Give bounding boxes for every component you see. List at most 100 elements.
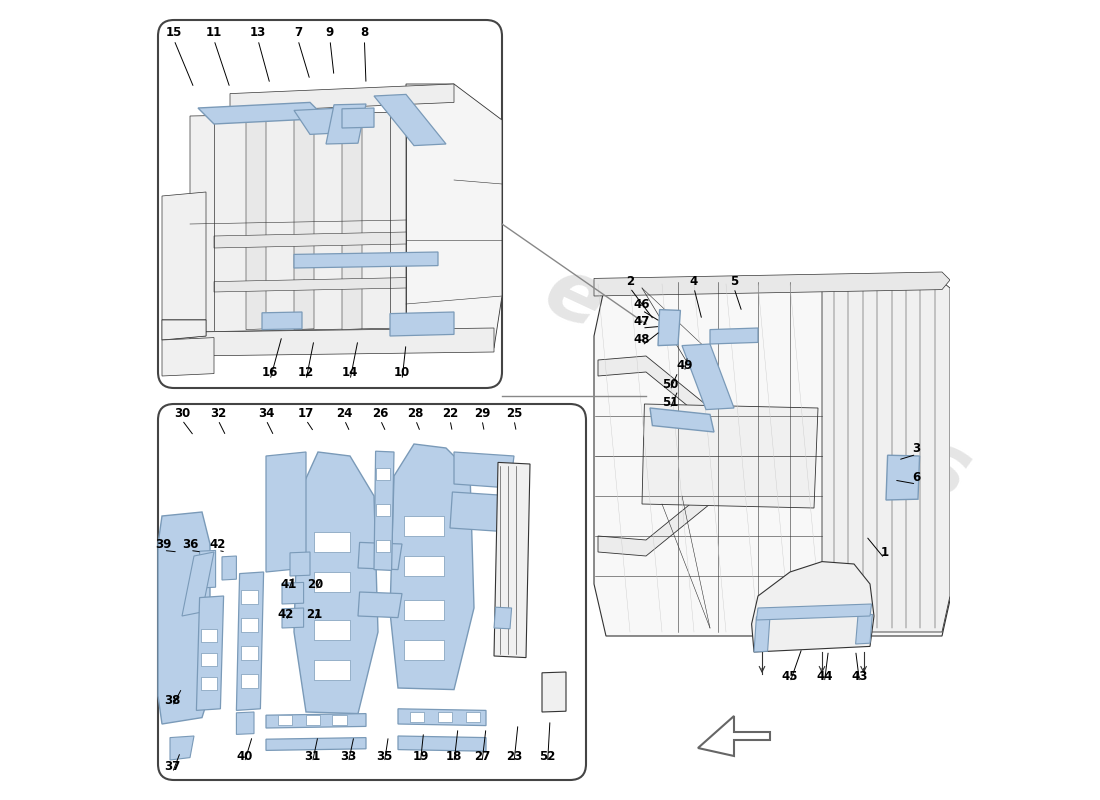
Polygon shape [642, 404, 818, 508]
Polygon shape [594, 280, 950, 636]
Text: 15: 15 [166, 26, 183, 38]
Polygon shape [342, 108, 374, 128]
Polygon shape [236, 572, 264, 710]
Polygon shape [358, 542, 402, 570]
Text: 32: 32 [210, 407, 227, 420]
Polygon shape [294, 108, 358, 134]
Text: 7: 7 [294, 26, 302, 38]
Text: 37: 37 [164, 760, 180, 773]
Text: 52: 52 [539, 750, 556, 762]
Polygon shape [314, 660, 350, 680]
Text: 39: 39 [155, 538, 172, 550]
Text: 50: 50 [662, 378, 679, 390]
Text: 5: 5 [730, 275, 738, 288]
Polygon shape [314, 532, 350, 552]
Text: 13: 13 [250, 26, 266, 38]
FancyBboxPatch shape [158, 20, 502, 388]
Polygon shape [197, 596, 223, 710]
Text: 31: 31 [305, 750, 320, 762]
Polygon shape [278, 715, 293, 725]
Polygon shape [241, 646, 258, 660]
Polygon shape [751, 562, 874, 652]
Polygon shape [314, 572, 350, 592]
Polygon shape [162, 320, 206, 340]
Text: 35: 35 [376, 750, 393, 762]
Polygon shape [241, 590, 258, 604]
Polygon shape [376, 540, 390, 552]
Text: 18: 18 [446, 750, 462, 762]
Polygon shape [282, 582, 304, 604]
Text: 3: 3 [912, 442, 921, 454]
Polygon shape [598, 488, 710, 556]
Polygon shape [710, 328, 758, 344]
Polygon shape [542, 672, 566, 712]
Polygon shape [294, 252, 438, 268]
Polygon shape [170, 736, 194, 760]
Text: 23: 23 [506, 750, 522, 762]
Polygon shape [214, 278, 406, 292]
Polygon shape [314, 620, 350, 640]
Polygon shape [241, 618, 258, 632]
Text: 24: 24 [337, 407, 353, 420]
Text: 48: 48 [634, 333, 650, 346]
Text: 49: 49 [676, 359, 693, 372]
Text: 41: 41 [280, 578, 297, 590]
Polygon shape [374, 94, 446, 146]
Text: 27: 27 [474, 750, 491, 762]
Polygon shape [658, 310, 681, 346]
Polygon shape [754, 616, 770, 652]
FancyBboxPatch shape [158, 404, 586, 780]
Polygon shape [266, 714, 366, 728]
Text: 1085: 1085 [693, 455, 856, 569]
Polygon shape [222, 556, 236, 580]
Polygon shape [201, 653, 217, 666]
Polygon shape [199, 550, 216, 588]
Polygon shape [282, 608, 304, 628]
Polygon shape [162, 320, 206, 340]
Polygon shape [290, 552, 310, 576]
Text: 21: 21 [306, 608, 322, 621]
Text: 30: 30 [174, 407, 190, 420]
Polygon shape [650, 408, 714, 432]
Text: 17: 17 [298, 407, 315, 420]
Polygon shape [182, 552, 214, 616]
Polygon shape [594, 272, 950, 296]
Polygon shape [438, 712, 452, 722]
Polygon shape [494, 607, 512, 629]
Text: 20: 20 [308, 578, 323, 590]
Polygon shape [374, 451, 394, 570]
Polygon shape [326, 104, 366, 144]
Polygon shape [376, 468, 390, 480]
Text: 36: 36 [182, 538, 198, 550]
Polygon shape [698, 716, 770, 756]
Text: 4: 4 [690, 275, 698, 288]
Polygon shape [241, 674, 258, 688]
Polygon shape [236, 712, 254, 734]
Polygon shape [266, 452, 306, 572]
Text: 6: 6 [912, 471, 921, 484]
Text: 1: 1 [880, 546, 889, 558]
Polygon shape [162, 338, 214, 376]
Polygon shape [856, 614, 872, 644]
Text: 45: 45 [782, 670, 799, 682]
Polygon shape [494, 462, 530, 658]
Text: 46: 46 [634, 298, 650, 310]
Polygon shape [822, 282, 950, 632]
Polygon shape [266, 738, 366, 750]
Polygon shape [190, 112, 406, 332]
Text: 38: 38 [164, 694, 180, 706]
Polygon shape [450, 492, 514, 532]
Polygon shape [757, 604, 871, 620]
Polygon shape [306, 715, 320, 725]
Polygon shape [201, 677, 217, 690]
Text: 8: 8 [361, 26, 368, 38]
Polygon shape [406, 84, 502, 352]
Text: 47: 47 [634, 315, 650, 328]
Polygon shape [358, 592, 402, 618]
Text: 34: 34 [257, 407, 274, 420]
Polygon shape [262, 312, 303, 330]
Polygon shape [410, 712, 425, 722]
Polygon shape [398, 736, 486, 751]
Text: 11: 11 [206, 26, 222, 38]
Text: 29: 29 [474, 407, 491, 420]
